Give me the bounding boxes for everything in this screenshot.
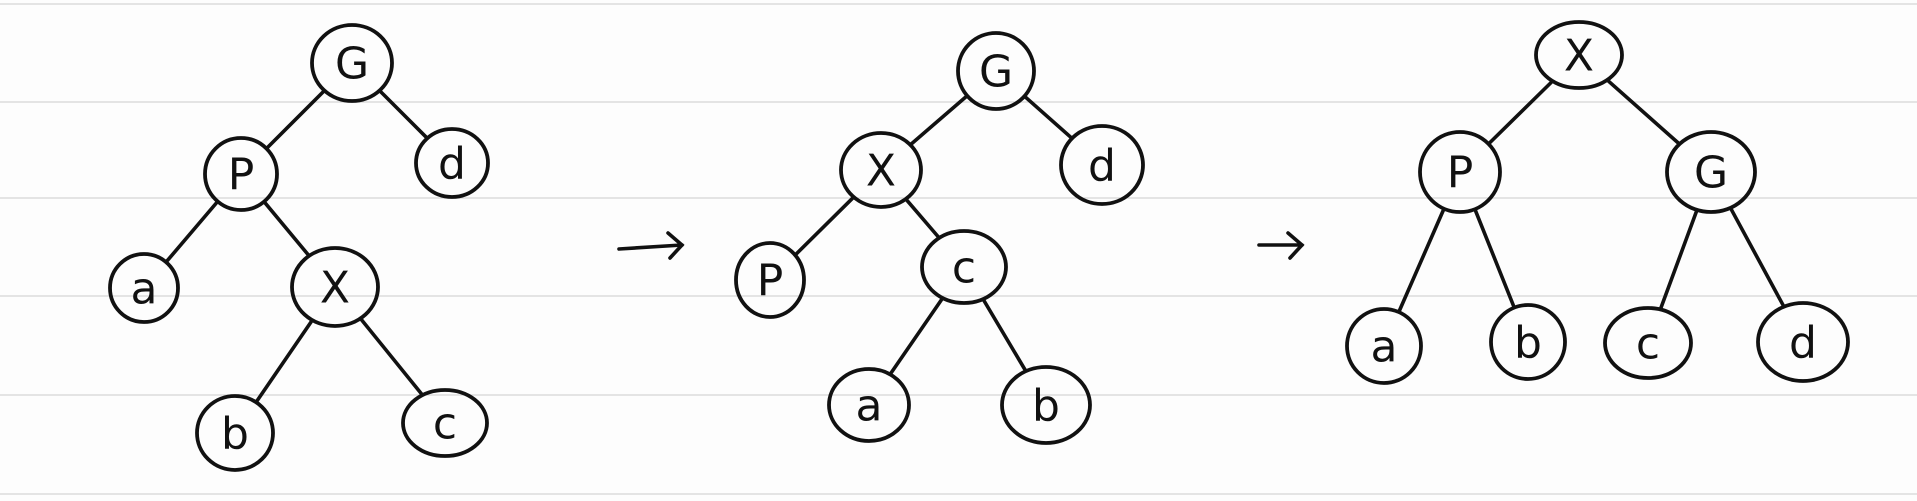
edge-t3-G-t3-c — [1658, 209, 1699, 311]
node-label: c — [952, 243, 976, 294]
node-circle — [414, 127, 490, 199]
node-label: G — [1694, 148, 1728, 199]
node-t3-d: d — [1756, 301, 1850, 383]
edge-t2-G-t2-X — [909, 94, 969, 146]
node-circle — [1000, 365, 1092, 445]
tree-1 — [164, 89, 429, 404]
node-t1-b: b — [195, 394, 275, 472]
node-label: b — [1032, 381, 1060, 432]
tree-1-nodes: G P d a Xb c — [108, 23, 490, 472]
node-t2-d: d — [1059, 124, 1145, 206]
node-circle — [1665, 130, 1757, 214]
node-label: X — [320, 263, 350, 314]
node-circle — [956, 31, 1036, 111]
edge-t3-P-t3-b — [1473, 208, 1516, 309]
node-t1-G: G — [310, 23, 394, 103]
arrows-layer — [617, 231, 1305, 260]
node-label: P — [228, 150, 255, 201]
node-label: P — [757, 256, 784, 307]
edge-t3-G-t3-d — [1729, 206, 1786, 308]
edge-t1-P-t1-a — [164, 200, 219, 264]
edge-t1-G-t1-P — [265, 89, 326, 150]
node-circle — [401, 388, 489, 458]
node-label: G — [335, 39, 369, 90]
node-label: a — [1371, 322, 1398, 373]
node-label: b — [1514, 318, 1542, 369]
tree-3 — [1397, 79, 1786, 314]
node-label: X — [1564, 31, 1594, 82]
node-t2-a: a — [827, 367, 911, 443]
node-t2-X: X — [839, 131, 923, 209]
node-circle — [310, 23, 394, 103]
node-t1-X: X — [290, 246, 380, 328]
node-circle — [195, 394, 275, 472]
edge-t2-X-t2-c — [904, 197, 941, 239]
edge-t3-P-t3-a — [1397, 207, 1446, 314]
node-label: d — [1088, 141, 1116, 192]
nodes-layer: G P d a Xb c G X d P c a b X P Ga b c d — [108, 20, 1850, 472]
node-t1-a: a — [108, 252, 180, 324]
node-t1-d: d — [414, 127, 490, 199]
node-t3-c: c — [1603, 306, 1693, 380]
node-t3-X: X — [1534, 20, 1624, 90]
tree-2 — [793, 94, 1074, 376]
edge-t2-G-t2-d — [1023, 94, 1074, 140]
node-circle — [290, 246, 380, 328]
node-label: d — [1789, 318, 1817, 369]
node-label: P — [1447, 148, 1474, 199]
arrow-head — [666, 231, 685, 260]
edge-t1-X-t1-c — [359, 317, 424, 396]
edge-t1-P-t1-X — [262, 200, 311, 257]
tree-2-nodes: G X d P c a b — [734, 31, 1145, 445]
node-circle — [734, 241, 806, 319]
node-circle — [1345, 307, 1423, 385]
edge-t2-c-t2-a — [888, 297, 944, 376]
node-circle — [108, 252, 180, 324]
tree-3-nodes: X P Ga b c d — [1345, 20, 1850, 385]
arrow-2 — [1257, 231, 1305, 260]
node-label: d — [438, 139, 466, 190]
edge-t2-c-t2-b — [981, 298, 1028, 373]
node-label: a — [856, 381, 883, 432]
node-t2-c: c — [920, 229, 1008, 305]
node-label: X — [866, 146, 896, 197]
node-circle — [1418, 130, 1502, 214]
node-label: c — [433, 399, 457, 450]
edge-t3-X-t3-P — [1487, 80, 1553, 146]
node-circle — [839, 131, 923, 209]
edge-t1-X-t1-b — [254, 319, 314, 404]
arrow-head — [1286, 231, 1305, 260]
node-t3-G: G — [1665, 130, 1757, 214]
node-circle — [827, 367, 911, 443]
node-label: c — [1636, 319, 1660, 370]
node-circle — [1489, 303, 1567, 381]
node-circle — [1603, 306, 1693, 380]
node-t2-G: G — [956, 31, 1036, 111]
node-label: b — [221, 409, 249, 460]
node-label: a — [131, 264, 158, 315]
arrow-shaft — [617, 243, 684, 251]
edge-t3-X-t3-G — [1606, 79, 1681, 146]
node-circle — [1534, 20, 1624, 90]
node-circle — [1756, 301, 1850, 383]
node-t1-c: c — [401, 388, 489, 458]
node-t2-b: b — [1000, 365, 1092, 445]
node-circle — [203, 136, 279, 212]
node-t1-P: P — [203, 136, 279, 212]
node-t3-b: b — [1489, 303, 1567, 381]
ruled-lines — [0, 3, 1917, 495]
node-t3-P: P — [1418, 130, 1502, 214]
node-circle — [1059, 124, 1145, 206]
arrow-1 — [617, 231, 685, 260]
node-label: G — [979, 47, 1013, 98]
node-t2-P: P — [734, 241, 806, 319]
edge-t2-X-t2-P — [793, 195, 855, 257]
edges-layer — [164, 79, 1786, 404]
node-t3-a: a — [1345, 307, 1423, 385]
edge-t1-G-t1-d — [378, 89, 429, 140]
node-circle — [920, 229, 1008, 305]
